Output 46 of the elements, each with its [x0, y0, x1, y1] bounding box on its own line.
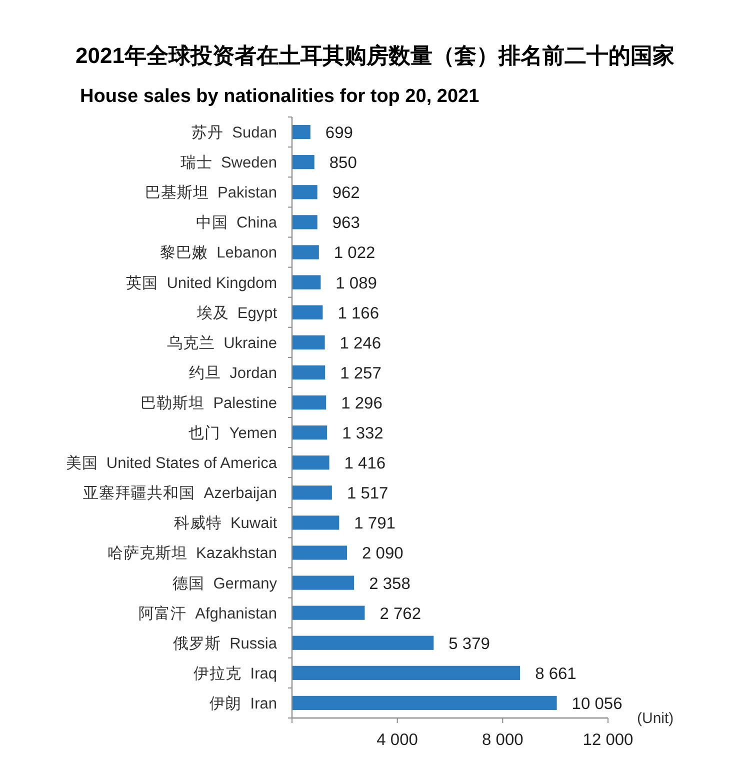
- category: 德国 Germany: [172, 575, 277, 592]
- category: 美国 United States of America: [66, 455, 277, 472]
- value-label: 1 089: [336, 274, 377, 292]
- category: 巴基斯坦 Pakistan: [144, 184, 277, 202]
- value-label: 10 056: [572, 694, 622, 713]
- value-label: 963: [332, 214, 360, 232]
- value-label: 8 661: [535, 664, 576, 683]
- value-label: 1 791: [354, 514, 396, 533]
- value-label: 699: [325, 124, 353, 142]
- category: 巴勒斯坦 Palestine: [140, 394, 277, 412]
- category: 瑞士 Sweden: [180, 154, 277, 172]
- value-label: 1 517: [346, 484, 388, 503]
- tick-label: 4 000: [376, 731, 418, 749]
- category: 中国 China: [196, 214, 277, 232]
- category: 也门 Yemen: [188, 425, 277, 442]
- category: 科威特 Kuwait: [174, 515, 277, 532]
- value-label: 2 762: [380, 604, 422, 623]
- category: 乌克兰 Ukraine: [166, 334, 277, 352]
- category: 约旦 Jordan: [188, 364, 277, 382]
- value-label: 1 332: [342, 424, 384, 443]
- category: 黎巴嫩 Lebanon: [160, 244, 277, 262]
- category: 亚塞拜疆共和国 Azerbaijan: [83, 485, 277, 502]
- value-label: 1 022: [334, 244, 376, 262]
- xlabel: (Unit): [637, 710, 674, 727]
- value-label: 1 257: [340, 364, 382, 382]
- tick-label: 8 000: [482, 731, 524, 749]
- value-label: 2 358: [369, 574, 410, 593]
- category: 哈萨克斯坦 Kazakhstan: [107, 545, 277, 562]
- title: 2021年全球投资者在土耳其购房数量（套）排名前二十的国家: [76, 43, 674, 68]
- value-label: 962: [332, 184, 360, 202]
- category: 伊拉克 Iraq: [194, 665, 277, 682]
- category: 埃及 Egypt: [196, 304, 277, 322]
- value-label: 1 296: [341, 394, 382, 412]
- category: 阿富汗 Afghanistan: [138, 605, 277, 622]
- category: 俄罗斯 Russia: [173, 635, 277, 652]
- category: 英国 United Kingdom: [126, 274, 277, 292]
- value-label: 1 166: [338, 304, 379, 322]
- value-label: 1 416: [344, 454, 386, 473]
- value-label: 2 090: [362, 544, 404, 563]
- value-label: 850: [329, 154, 357, 172]
- subtitle: House sales by nationalities for top 20, 2021: [80, 86, 480, 107]
- category: 苏丹 Sudan: [192, 124, 277, 142]
- tick-label: 12 000: [582, 731, 634, 749]
- value-label: 5 379: [448, 634, 490, 653]
- value-label: 1 246: [340, 334, 382, 352]
- category: 伊朗 Iran: [210, 695, 277, 712]
